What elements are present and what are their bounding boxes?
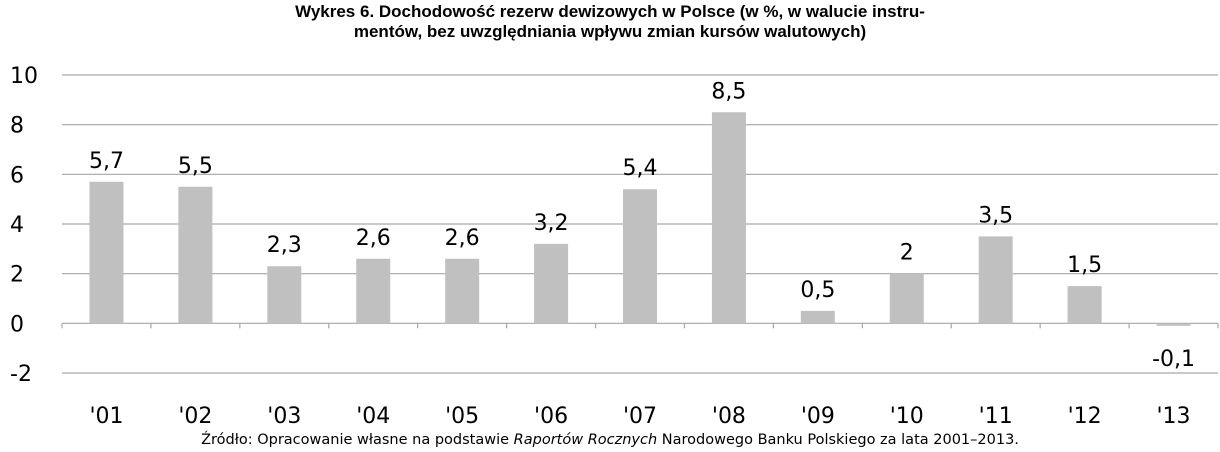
- data-label: 2,6: [445, 226, 480, 251]
- source-italic: Raportów Rocznych: [513, 432, 658, 448]
- y-tick-label: 0: [10, 312, 24, 337]
- bars: [89, 112, 1191, 326]
- x-axis-ticks: '01 '02 '03 '04 '05 '06 '07 '08 '09 '10 '11 '12 '13: [89, 404, 1190, 429]
- data-labels: 5,7 5,5 2,3 2,6 2,6 3,2 5,4 8,5 0,5 2 3,5 1,5 -0,1: [89, 79, 1195, 372]
- bar-13: [1156, 323, 1191, 326]
- y-tick-label: 2: [10, 263, 24, 288]
- y-tick-label: 10: [10, 64, 38, 89]
- x-tick-label: '07: [623, 404, 657, 429]
- chart-title-line-2: mentów, bez uwzględniania wpływu zmian k…: [353, 22, 867, 41]
- data-label: 3,2: [534, 211, 569, 236]
- bar-07: [623, 189, 657, 324]
- y-axis-ticks: 10 8 6 4 2 0 -2: [10, 64, 38, 387]
- bar-04: [356, 258, 391, 324]
- x-tick-label: '11: [979, 404, 1013, 429]
- data-label: 2: [900, 241, 914, 266]
- data-label: 0,5: [800, 278, 835, 303]
- bar-10: [889, 273, 924, 324]
- data-label: 2,3: [267, 233, 302, 258]
- x-tick-label: '12: [1068, 404, 1102, 429]
- bar-03: [267, 266, 302, 324]
- data-label: 5,5: [178, 154, 213, 179]
- data-label: 8,5: [711, 79, 746, 104]
- data-label: 5,7: [89, 149, 124, 174]
- bar-08: [711, 112, 746, 324]
- bar-01: [89, 181, 124, 324]
- x-tick-label: '06: [534, 404, 568, 429]
- y-tick-label: 8: [10, 114, 24, 139]
- source-note: Źródło: Opracowanie własne na podstawie …: [0, 432, 1220, 448]
- grid-lines: [61, 74, 1219, 374]
- data-label: -0,1: [1152, 347, 1195, 372]
- x-tick-label: '03: [267, 404, 301, 429]
- source-suffix: Narodowego Banku Polskiego za lata 2001–…: [657, 432, 1019, 448]
- bar-12: [1067, 286, 1102, 324]
- x-tick-label: '01: [89, 404, 123, 429]
- chart-title-line-1: Wykres 6. Dochodowość rezerw dewizowych …: [295, 2, 925, 21]
- bar-05: [445, 258, 480, 324]
- x-tick-label: '04: [356, 404, 390, 429]
- bar-06: [534, 243, 569, 324]
- bar-09: [800, 310, 835, 324]
- chart-title: Wykres 6. Dochodowość rezerw dewizowych …: [0, 2, 1220, 42]
- x-tick-label: '13: [1157, 404, 1191, 429]
- data-label: 5,4: [623, 156, 658, 181]
- y-tick-label: 6: [10, 163, 24, 188]
- data-label: 2,6: [356, 226, 391, 251]
- data-label: 3,5: [978, 203, 1013, 228]
- x-tick-label: '10: [890, 404, 924, 429]
- bar-02: [178, 186, 213, 324]
- y-tick-label: 4: [10, 213, 24, 238]
- x-tick-label: '08: [712, 404, 746, 429]
- data-label: 1,5: [1067, 253, 1102, 278]
- bar-11: [978, 236, 1013, 324]
- x-tick-label: '02: [178, 404, 212, 429]
- source-prefix: Źródło: Opracowanie własne na podstawie: [201, 432, 514, 448]
- x-tick-label: '05: [445, 404, 479, 429]
- x-tick-label: '09: [801, 404, 835, 429]
- y-tick-label: -2: [10, 362, 32, 387]
